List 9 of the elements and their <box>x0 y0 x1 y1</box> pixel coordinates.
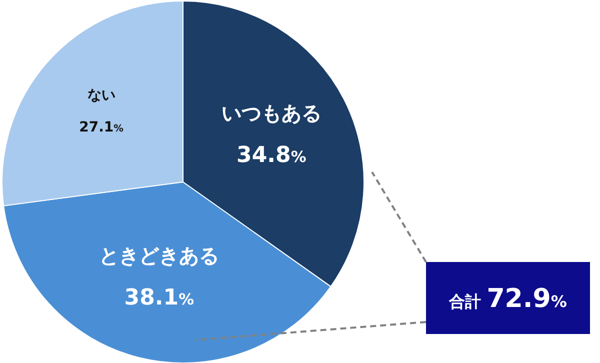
slice: ない 27.1% <box>2 0 184 206</box>
data-label: 27.1% <box>79 119 124 136</box>
slice-label: いつもある <box>221 101 322 126</box>
data-label: 34.8% <box>236 143 306 168</box>
annotation: 合計 72.9% <box>426 262 590 334</box>
slice-label: ない <box>87 87 116 104</box>
slice: ときどきある 38.1% <box>3 182 332 363</box>
slice-label: ときどきある <box>99 244 220 268</box>
data-label: 38.1% <box>124 286 194 311</box>
